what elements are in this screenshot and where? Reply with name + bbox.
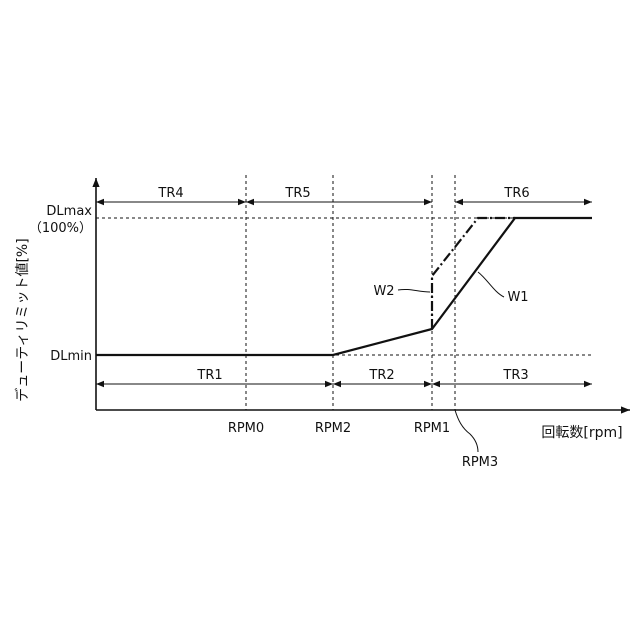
series-w2-line [430, 216, 515, 329]
x-tick-rpm0: RPM0 [228, 421, 264, 436]
range-label-tr5: TR5 [284, 186, 310, 201]
range-label-tr4: TR4 [157, 186, 183, 201]
y-tick-dlmin: DLmin [50, 349, 92, 364]
range-label-tr1: TR1 [196, 368, 222, 383]
series-label-w1: W1 [507, 290, 528, 305]
range-label-tr3: TR3 [502, 368, 528, 383]
range-label-tr2: TR2 [368, 368, 394, 383]
x-tick-rpm1: RPM1 [414, 421, 450, 436]
x-tick-rpm2: RPM2 [315, 421, 351, 436]
series-label-w2: W2 [373, 284, 394, 299]
x-axis-label: 回転数[rpm] [541, 425, 622, 441]
w1-leader [477, 271, 505, 298]
y-axis-label: デューティリミット値[%] [14, 238, 31, 401]
y-tick-dlmax-percent: （100%） [29, 221, 92, 236]
x-tick-rpm3: RPM3 [462, 455, 498, 470]
rpm3-leader [454, 409, 479, 453]
range-label-tr6: TR6 [503, 186, 529, 201]
w2-leader [397, 288, 431, 293]
y-tick-dlmax: DLmax [46, 204, 92, 219]
series-w1-line [96, 216, 592, 357]
